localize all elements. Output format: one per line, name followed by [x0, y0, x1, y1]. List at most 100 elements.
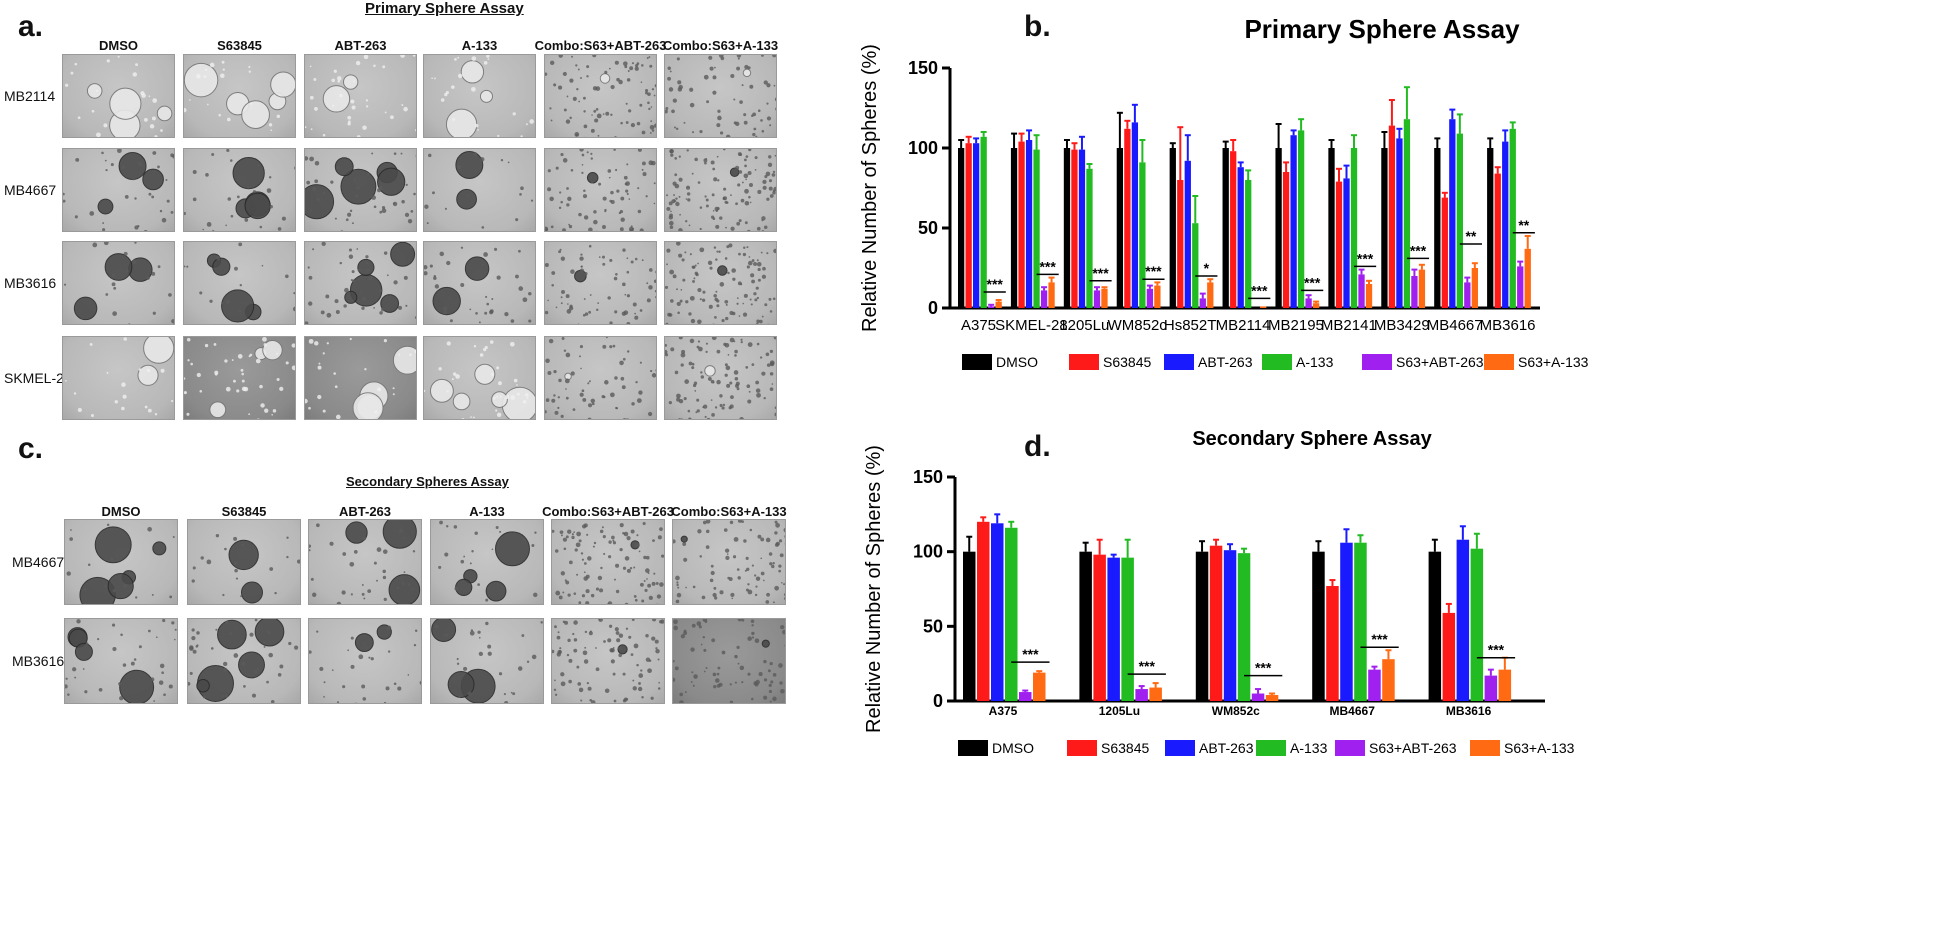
bar-s63-a-133 [1524, 248, 1531, 308]
significance-label: *** [1410, 242, 1427, 258]
secondary-micrograph-image [308, 519, 422, 605]
primary-row-label: MB3616 [4, 275, 57, 291]
bar-s63845 [977, 521, 990, 701]
y-tick-label: 100 [913, 542, 943, 562]
primary-column-header: DMSO [99, 38, 138, 53]
bar-dmso [1079, 551, 1092, 701]
legend-swatch [1362, 354, 1392, 370]
legend-label: ABT-263 [1198, 354, 1253, 370]
bar-a-133 [1354, 542, 1367, 701]
bar-dmso [1116, 148, 1124, 308]
bar-abt-263 [1223, 550, 1237, 701]
secondary-column-header: Combo:S63+A-133 [671, 504, 787, 519]
bar-s63-abt-263 [1368, 669, 1381, 701]
secondary-row-label: MB3616 [12, 653, 65, 669]
legend-swatch [962, 354, 992, 370]
y-axis-label: Relative Number of Spheres (%) [863, 445, 885, 733]
x-tick-label: SKMEL-28 [995, 317, 1068, 334]
bar-a-133 [1456, 133, 1463, 308]
bar-s63845 [1441, 197, 1448, 308]
significance-label: *** [1145, 263, 1162, 279]
bar-s63-a-133 [1101, 288, 1108, 308]
primary-micrograph-image [62, 148, 175, 232]
primary-column-header: Combo:S63+ABT-263 [534, 38, 667, 53]
secondary-column-header: A-133 [469, 504, 505, 519]
bar-s63-abt-263 [988, 306, 995, 308]
legend-label: DMSO [992, 740, 1034, 756]
bar-s63845 [965, 143, 972, 308]
bar-s63845 [1071, 149, 1078, 308]
x-tick-label: A375 [989, 704, 1018, 718]
secondary-column-header: S63845 [221, 504, 267, 519]
significance-label: *** [1022, 646, 1039, 662]
bar-s63845 [1093, 554, 1106, 701]
bar-s63845 [1177, 180, 1184, 308]
secondary-micrograph-image [64, 519, 178, 605]
bar-abt-263 [1107, 557, 1120, 701]
bar-s63-abt-263 [1040, 290, 1048, 308]
bar-a-133 [1033, 149, 1040, 308]
secondary-column-header: ABT-263 [338, 504, 392, 519]
y-axis-label: Relative Number of Spheres (%) [859, 44, 881, 332]
legend-swatch [1256, 740, 1286, 756]
legend-label: A-133 [1290, 740, 1328, 756]
bar-s63845 [1209, 545, 1223, 701]
bar-abt-263 [1237, 167, 1244, 308]
legend-swatch [1165, 740, 1195, 756]
bar-s63-a-133 [1382, 659, 1395, 701]
bar-a-133 [1005, 527, 1018, 701]
bar-a-133 [1086, 168, 1093, 308]
bar-s63845 [1018, 141, 1025, 308]
primary-column-header: A-133 [461, 38, 498, 53]
legend-swatch [1069, 354, 1099, 370]
significance-label: *** [1357, 250, 1374, 266]
bar-dmso [1381, 148, 1388, 308]
panel-label-c: c. [18, 432, 44, 465]
primary-micrograph-image [423, 241, 536, 325]
bar-a-133 [1245, 180, 1252, 308]
primary-column-header: ABT-263 [334, 38, 387, 53]
bar-a-133 [1350, 148, 1358, 308]
bar-s63-a-133 [1418, 269, 1426, 308]
bar-a-133 [1403, 119, 1411, 308]
secondary-micrograph-image [64, 618, 178, 704]
panel-label-a: a. [18, 10, 44, 43]
bar-s63-a-133 [1312, 303, 1320, 308]
panel-label-b: b. [1024, 10, 1051, 43]
bar-s63-abt-263 [1093, 290, 1101, 308]
legend-swatch [1262, 354, 1292, 370]
bar-abt-263 [973, 143, 980, 308]
chart-title: Secondary Sphere Assay [1192, 428, 1432, 450]
bar-s63-a-133 [1265, 695, 1279, 701]
y-tick-label: 150 [913, 467, 943, 487]
secondary-micrograph-image [187, 519, 301, 605]
x-tick-label: Hs852T [1164, 317, 1217, 334]
legend-swatch [1484, 354, 1514, 370]
primary-micrograph-title: Primary Sphere Assay [365, 0, 524, 17]
bar-dmso [1328, 148, 1335, 308]
primary-row-label: MB2114 [4, 88, 56, 104]
y-tick-label: 0 [928, 298, 938, 318]
legend-label: ABT-263 [1199, 740, 1254, 756]
x-tick-label: MB4667 [1330, 704, 1376, 718]
x-tick-label: A375 [961, 317, 996, 334]
primary-micrograph-image [304, 336, 417, 420]
bar-a-133 [1192, 223, 1199, 308]
legend-swatch [958, 740, 988, 756]
bar-s63-a-133 [1154, 285, 1161, 308]
bar-s63845 [1282, 172, 1290, 308]
bar-a-133 [1297, 130, 1305, 308]
bar-s63845 [1494, 173, 1501, 308]
bar-abt-263 [1290, 135, 1297, 308]
legend-label: S63845 [1101, 740, 1149, 756]
primary-micrograph-image [544, 148, 657, 232]
bar-s63-a-133 [1498, 669, 1512, 701]
bar-s63-abt-263 [1464, 282, 1471, 308]
primary-micrograph-image [544, 336, 657, 420]
bar-s63-abt-263 [1484, 675, 1498, 701]
secondary-micrograph-image [308, 618, 422, 704]
secondary-micrograph-image [551, 618, 665, 704]
legend-label: A-133 [1296, 354, 1334, 370]
bar-s63-abt-263 [1019, 692, 1032, 701]
